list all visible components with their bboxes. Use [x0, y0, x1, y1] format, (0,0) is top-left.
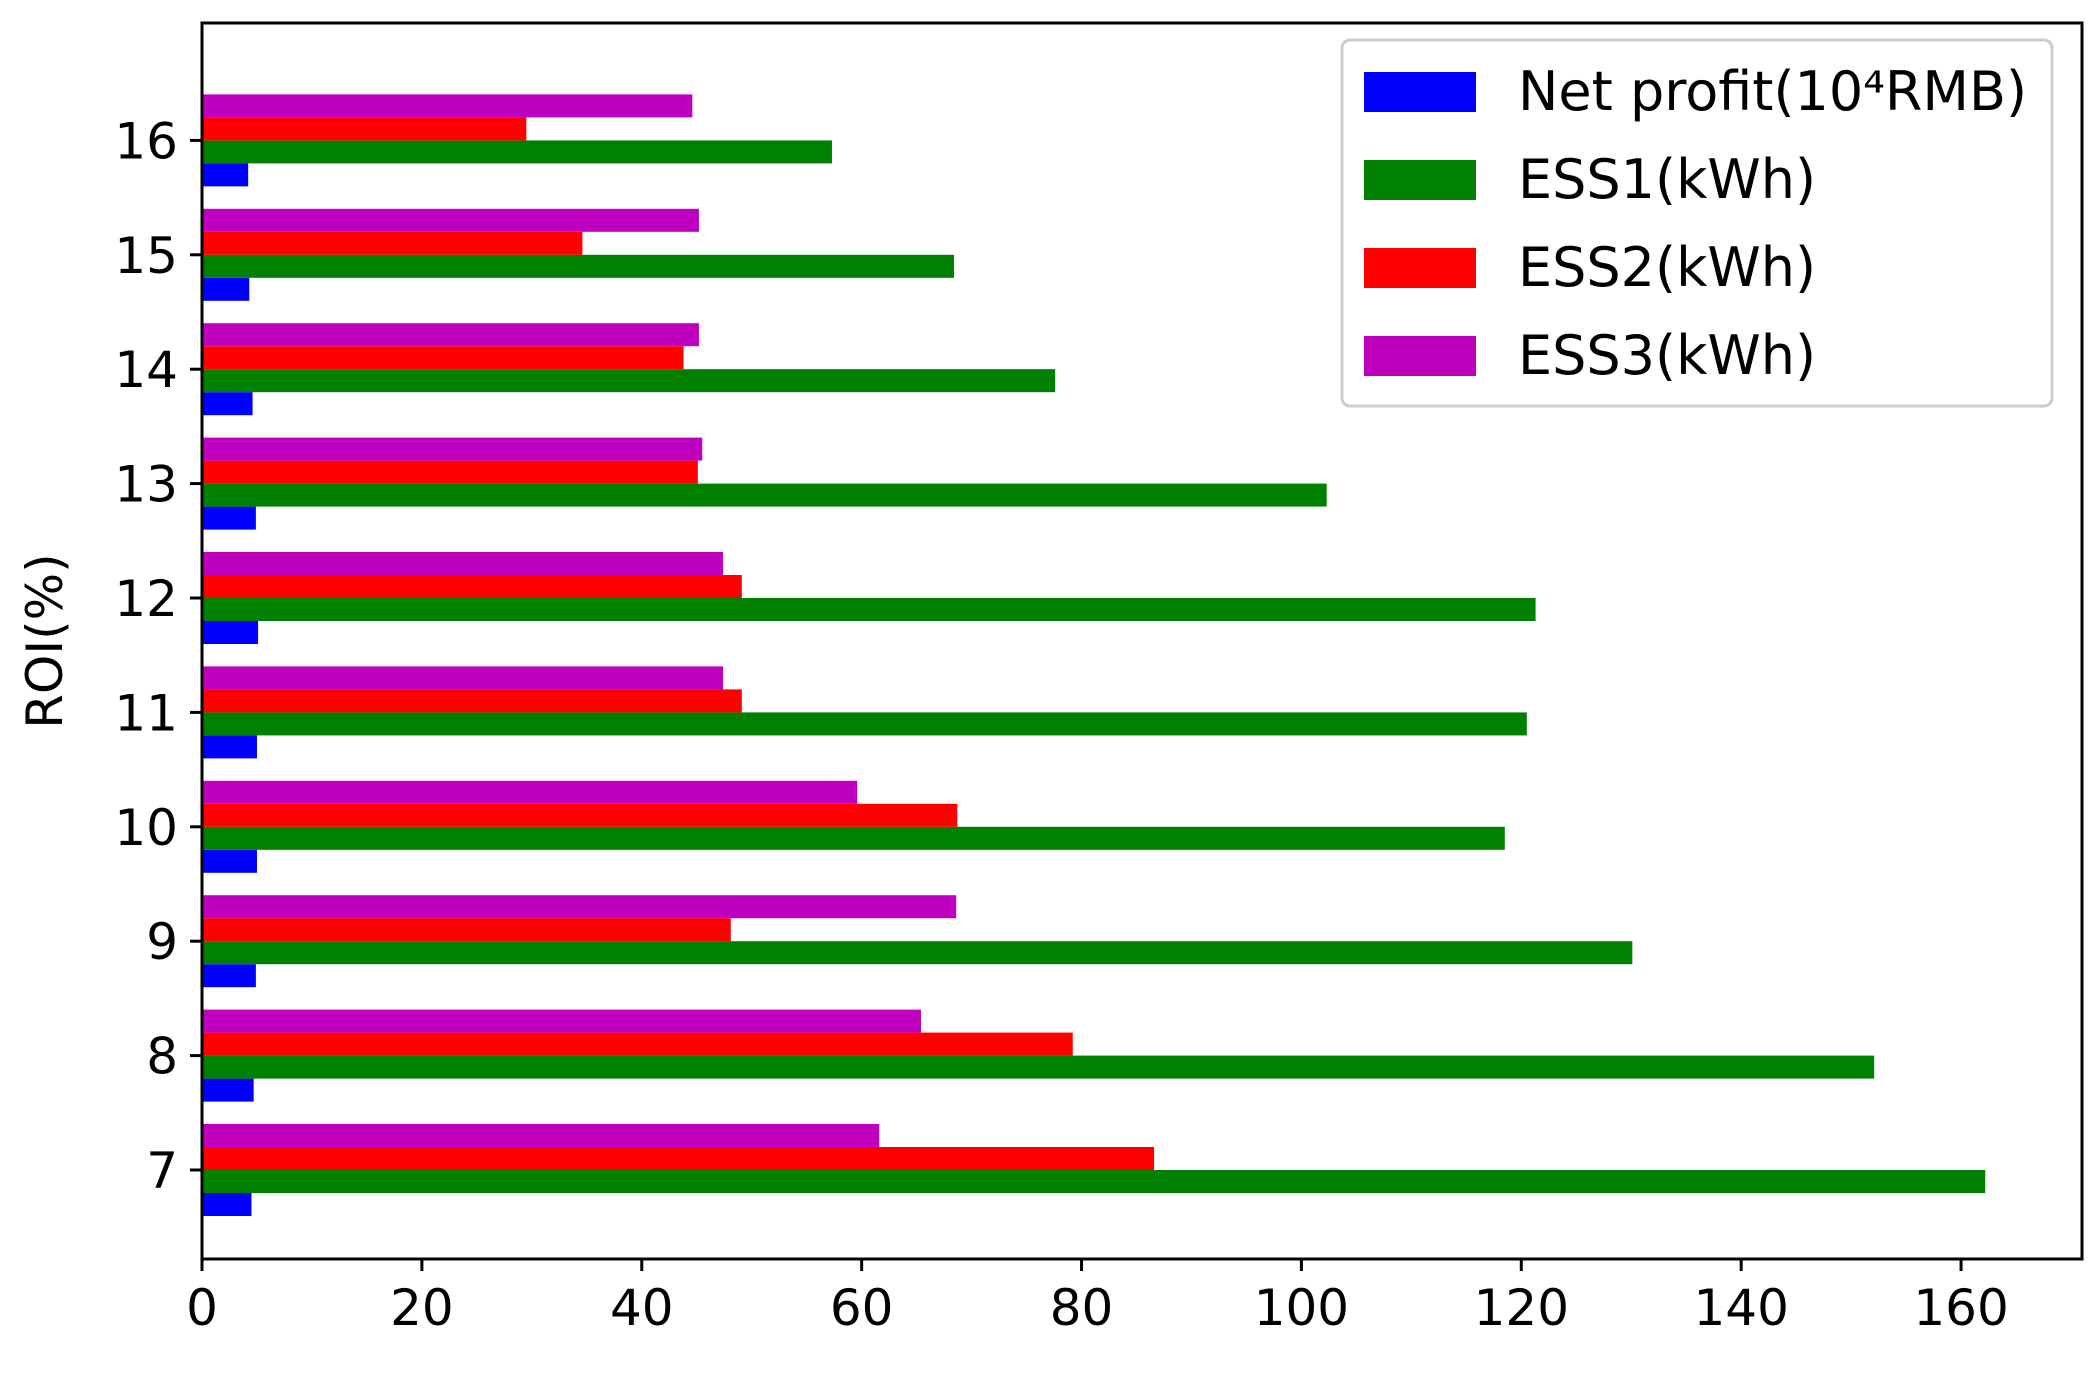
bar-ess1-roi-13 — [202, 483, 1327, 507]
y-tick-label: 10 — [114, 799, 178, 857]
legend-swatch — [1364, 160, 1476, 200]
bar-net-profit-roi-16 — [202, 163, 249, 187]
bar-ess3-roi-13 — [202, 437, 703, 461]
bar-ess3-roi-12 — [202, 552, 724, 575]
bar-ess1-roi-9 — [202, 941, 1633, 965]
bar-ess2-roi-10 — [202, 803, 958, 827]
bar-ess2-roi-13 — [202, 460, 698, 484]
bar-net-profit-roi-11 — [202, 735, 257, 759]
bar-ess2-roi-14 — [202, 346, 684, 370]
y-axis-label: ROI(%) — [16, 553, 74, 728]
bar-ess1-roi-16 — [202, 140, 832, 164]
bar-ess3-roi-11 — [202, 666, 724, 690]
legend-label: ESS2(kWh) — [1518, 236, 1816, 299]
x-tick-label: 120 — [1474, 1279, 1569, 1337]
bar-net-profit-roi-14 — [202, 392, 253, 416]
legend: Net profit(10⁴RMB) ESS1(kWh) ESS2(kWh) ESS3… — [1340, 38, 2054, 408]
legend-label: Net profit(10⁴RMB) — [1518, 60, 2027, 123]
bar-ess1-roi-7 — [202, 1170, 1986, 1193]
bar-ess3-roi-9 — [202, 895, 957, 919]
bar-ess2-roi-7 — [202, 1147, 1155, 1170]
x-tick-label: 40 — [610, 1279, 674, 1337]
y-tick-label: 8 — [146, 1028, 178, 1086]
x-tick-label: 0 — [186, 1279, 218, 1337]
bar-ess2-roi-12 — [202, 575, 742, 598]
y-tick-label: 7 — [146, 1142, 178, 1200]
bar-ess1-roi-15 — [202, 254, 954, 278]
legend-label: ESS3(kWh) — [1518, 324, 1816, 387]
legend-label: ESS1(kWh) — [1518, 148, 1816, 211]
bar-ess1-roi-8 — [202, 1055, 1875, 1079]
bar-ess3-roi-8 — [202, 1009, 922, 1033]
y-tick-label: 13 — [114, 456, 178, 514]
y-axis: 7 8 9 10 11 12 13 14 15 16 — [114, 112, 202, 1200]
bar-ess1-roi-10 — [202, 826, 1505, 850]
bars-group — [202, 94, 1986, 1216]
bar-ess3-roi-14 — [202, 323, 699, 347]
x-tick-label: 140 — [1693, 1279, 1788, 1337]
bar-ess2-roi-16 — [202, 117, 527, 141]
bar-ess2-roi-9 — [202, 918, 731, 942]
bar-ess3-roi-15 — [202, 208, 699, 232]
bar-ess1-roi-14 — [202, 369, 1056, 393]
x-tick-label: 160 — [1913, 1279, 2008, 1337]
y-tick-label: 11 — [114, 684, 178, 742]
legend-frame — [1340, 38, 2054, 408]
legend-swatch — [1364, 248, 1476, 288]
bar-net-profit-roi-7 — [202, 1193, 252, 1216]
x-axis: 0 20 40 60 80 100 120 140 160 — [186, 1259, 2009, 1337]
bar-ess3-roi-16 — [202, 94, 693, 118]
bar-ess3-roi-10 — [202, 780, 858, 804]
y-tick-label: 15 — [114, 227, 178, 285]
plot-frame — [200, 21, 2084, 1261]
bar-ess1-roi-11 — [202, 712, 1527, 736]
bar-ess1-roi-12 — [202, 598, 1536, 621]
bar-ess2-roi-15 — [202, 231, 583, 255]
y-tick-label: 9 — [146, 913, 178, 971]
bar-net-profit-roi-8 — [202, 1078, 254, 1102]
bar-net-profit-roi-9 — [202, 964, 256, 988]
bar-net-profit-roi-12 — [202, 621, 259, 644]
y-tick-label: 14 — [114, 341, 178, 399]
y-tick-label: 16 — [114, 112, 178, 170]
y-tick-label: 12 — [114, 570, 178, 628]
bar-ess3-roi-7 — [202, 1124, 880, 1147]
legend-swatch — [1364, 72, 1476, 112]
legend-swatch — [1364, 336, 1476, 376]
x-tick-label: 80 — [1050, 1279, 1114, 1337]
bar-ess2-roi-8 — [202, 1032, 1073, 1056]
x-tick-label: 20 — [390, 1279, 454, 1337]
bar-net-profit-roi-10 — [202, 849, 257, 873]
x-tick-label: 100 — [1254, 1279, 1349, 1337]
bar-net-profit-roi-15 — [202, 277, 250, 301]
x-tick-label: 60 — [830, 1279, 894, 1337]
bar-ess2-roi-11 — [202, 689, 742, 713]
bar-net-profit-roi-13 — [202, 506, 256, 530]
